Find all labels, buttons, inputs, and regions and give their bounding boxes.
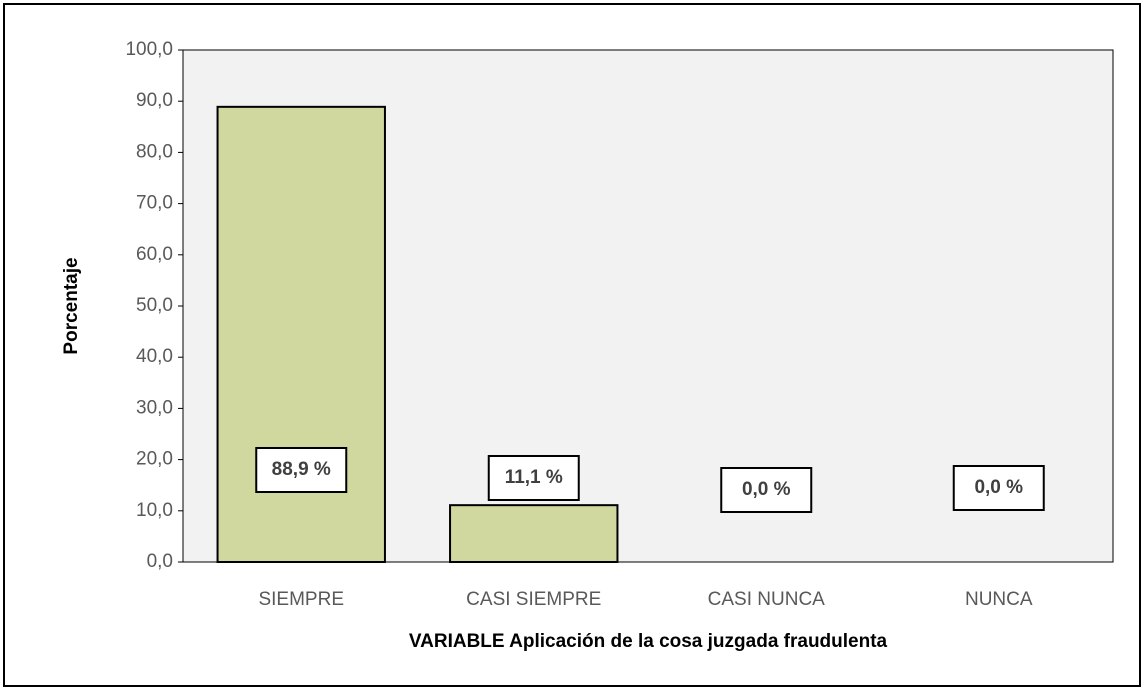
value-label-box xyxy=(952,465,1045,511)
y-tick-label: 100,0 xyxy=(125,39,173,60)
value-label: 11,1 % xyxy=(505,467,563,488)
x-tick-label: CASI SIEMPRE xyxy=(466,589,601,610)
value-label-box xyxy=(255,447,348,493)
bar xyxy=(216,105,386,563)
y-tick-label: 50,0 xyxy=(136,295,173,316)
x-tick-label: NUNCA xyxy=(965,589,1033,610)
x-tick-label: SIEMPRE xyxy=(258,589,344,610)
x-tick-label: CASI NUNCA xyxy=(708,589,826,610)
y-tick-label: 70,0 xyxy=(136,193,173,214)
y-tick-label: 10,0 xyxy=(136,500,173,521)
y-tick-label: 60,0 xyxy=(136,244,173,265)
y-tick-label: 80,0 xyxy=(136,141,173,162)
y-axis-label: Porcentaje xyxy=(61,257,82,354)
x-axis-label: VARIABLE Aplicación de la cosa juzgada f… xyxy=(409,631,888,652)
y-tick-label: 30,0 xyxy=(136,397,173,418)
value-label: 88,9 % xyxy=(272,459,331,480)
value-label: 0,0 % xyxy=(742,479,791,500)
value-label-box xyxy=(487,455,580,501)
y-tick-label: 0,0 xyxy=(147,551,173,572)
y-tick-label: 20,0 xyxy=(136,449,173,470)
y-tick-label: 90,0 xyxy=(136,90,173,111)
bar xyxy=(449,504,619,563)
value-label: 0,0 % xyxy=(974,477,1023,498)
value-label-box xyxy=(720,467,813,513)
y-tick-label: 40,0 xyxy=(136,346,173,367)
